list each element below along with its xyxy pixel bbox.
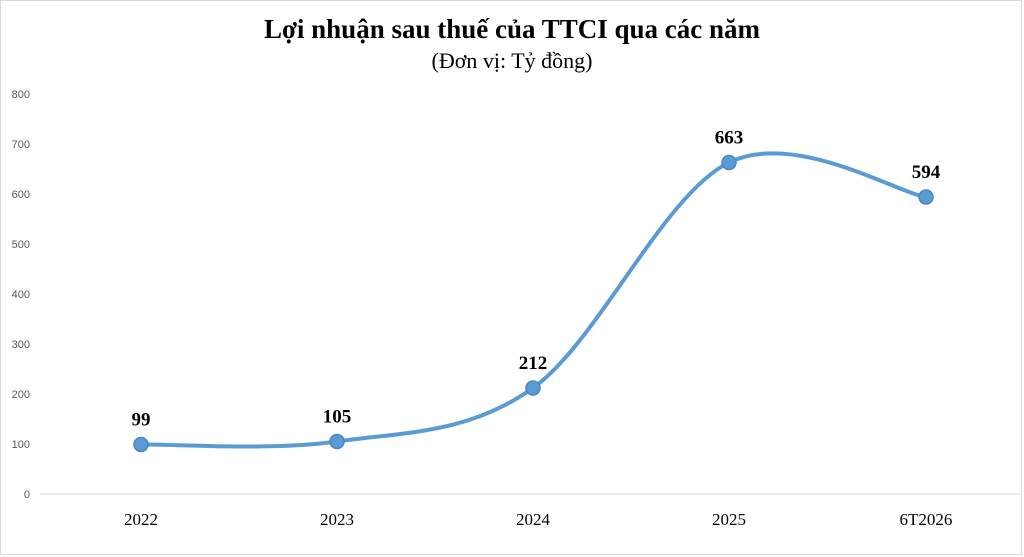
x-axis-ticks: 2022 2023 2024 2025 6T2026 [124, 510, 952, 529]
y-tick-label: 800 [12, 89, 30, 101]
x-tick-label: 2022 [124, 510, 158, 529]
y-tick-label: 200 [12, 389, 30, 401]
data-point-6T2026 [918, 189, 934, 205]
x-tick-label: 2024 [516, 510, 551, 529]
y-tick-label: 600 [12, 189, 30, 201]
series-line [139, 151, 928, 449]
data-label: 594 [912, 162, 941, 183]
x-tick-label: 6T2026 [900, 510, 953, 529]
data-label: 105 [323, 407, 352, 428]
data-point-2024 [525, 380, 541, 396]
y-tick-label: 400 [12, 289, 30, 301]
chart-subtitle: (Đơn vị: Tỷ đồng) [431, 48, 593, 73]
y-tick-label: 300 [12, 339, 30, 351]
y-axis-ticks: 0 100 200 300 400 500 600 700 800 [12, 89, 30, 501]
data-labels: 99 105 212 663 594 [132, 128, 941, 431]
y-tick-label: 500 [12, 239, 30, 251]
y-tick-label: 100 [12, 439, 30, 451]
x-tick-label: 2025 [712, 510, 746, 529]
x-tick-label: 2023 [320, 510, 354, 529]
data-points [133, 154, 934, 453]
data-point-2022 [133, 436, 149, 453]
data-label: 663 [715, 128, 744, 149]
data-label: 99 [132, 410, 151, 431]
y-tick-label: 700 [12, 139, 30, 151]
data-point-2023 [329, 433, 345, 450]
chart-title: Lợi nhuận sau thuế của TTCI qua các năm [263, 14, 761, 44]
data-point-2025 [721, 154, 737, 171]
data-label: 212 [519, 353, 548, 374]
y-tick-label: 0 [24, 489, 30, 501]
